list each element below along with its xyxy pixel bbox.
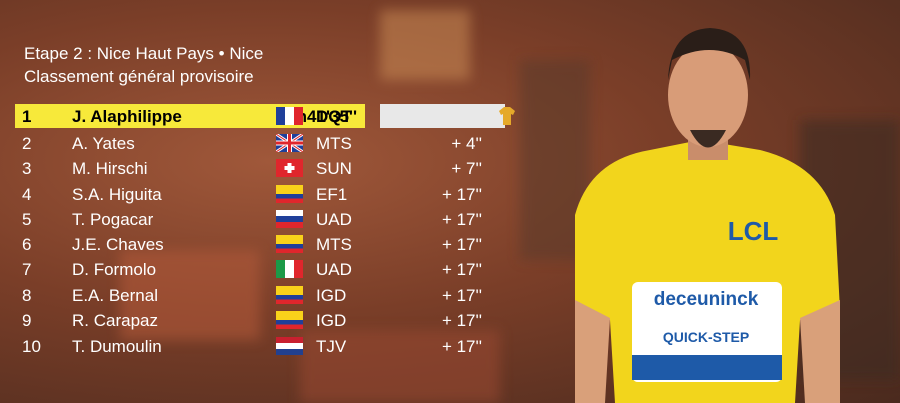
flag — [276, 210, 303, 228]
team: MTS — [316, 235, 352, 254]
yellow-jersey-icon — [499, 107, 515, 125]
time: 8h41'35'' — [287, 107, 357, 126]
flag — [276, 159, 303, 177]
table-row: 6 J.E. Chaves MTS + 17'' — [15, 232, 490, 256]
time: + 17'' — [441, 286, 482, 305]
time: + 4'' — [451, 134, 482, 153]
rider-name: D. Formolo — [72, 260, 157, 279]
table-row: 1 J. Alaphilippe DQT 8h41'35'' — [15, 104, 515, 128]
rider-name: J. Alaphilippe — [72, 107, 182, 126]
rider-name: M. Hirschi — [72, 159, 148, 178]
jersey-text: LCL — [728, 216, 779, 246]
rider-name: S.A. Higuita — [72, 185, 162, 204]
rank: 9 — [22, 311, 32, 330]
rank: 8 — [22, 286, 32, 305]
rider-name: R. Carapaz — [72, 311, 158, 330]
table-row: 5 T. Pogacar UAD + 17'' — [15, 207, 490, 231]
table-row: 4 S.A. Higuita EF1 + 17'' — [15, 182, 490, 206]
rank: 3 — [22, 159, 32, 178]
time-box — [380, 104, 505, 128]
flag — [276, 337, 303, 355]
rider-name: A. Yates — [72, 134, 135, 153]
time: + 17'' — [441, 235, 482, 254]
time: + 17'' — [441, 210, 482, 229]
rider-name: T. Pogacar — [72, 210, 154, 229]
rank: 7 — [22, 260, 32, 279]
subtitle: Classement général provisoire — [24, 67, 254, 86]
rank: 6 — [22, 235, 32, 254]
table-row: 7 D. Formolo UAD + 17'' — [15, 257, 490, 281]
table-row: 9 R. Carapaz IGD + 17'' — [15, 308, 490, 332]
table-row: 8 E.A. Bernal IGD + 17'' — [15, 283, 490, 307]
rider-name: J.E. Chaves — [72, 235, 164, 254]
rank: 1 — [22, 107, 32, 126]
flag — [276, 311, 303, 329]
team: UAD — [316, 210, 352, 229]
rider: LCL deceuninck QUICK-STEP — [575, 28, 840, 403]
time: + 17'' — [441, 185, 482, 204]
rider-name: T. Dumoulin — [72, 337, 162, 356]
flag — [276, 107, 303, 125]
table-row: 10 T. Dumoulin TJV + 17'' — [15, 334, 490, 358]
flag — [276, 286, 303, 304]
team: IGD — [316, 286, 347, 305]
jersey-text: deceuninck — [654, 289, 759, 310]
time: + 17'' — [441, 311, 482, 330]
rank: 2 — [22, 134, 32, 153]
team: IGD — [316, 311, 347, 330]
rank: 4 — [22, 185, 32, 204]
team: UAD — [316, 260, 352, 279]
team: EF1 — [316, 185, 348, 204]
team: MTS — [316, 134, 352, 153]
time: + 17'' — [441, 337, 482, 356]
team: TJV — [316, 337, 347, 356]
title: Etape 2 : Nice Haut Pays • Nice — [24, 44, 264, 63]
flag — [276, 134, 303, 152]
time: + 7'' — [451, 159, 482, 178]
team: DQT — [316, 107, 352, 126]
rider-name: E.A. Bernal — [72, 286, 158, 305]
table-row: 2 A. Yates MTS + 4'' — [15, 131, 490, 155]
jersey-text: QUICK-STEP — [663, 329, 749, 345]
flag — [276, 260, 303, 278]
rank: 10 — [22, 337, 41, 356]
table-row: 3 M. Hirschi SUN + 7'' — [15, 156, 490, 180]
flag — [276, 185, 303, 203]
rank: 5 — [22, 210, 32, 229]
time: + 17'' — [441, 260, 482, 279]
flag — [276, 235, 303, 253]
team: SUN — [316, 159, 352, 178]
